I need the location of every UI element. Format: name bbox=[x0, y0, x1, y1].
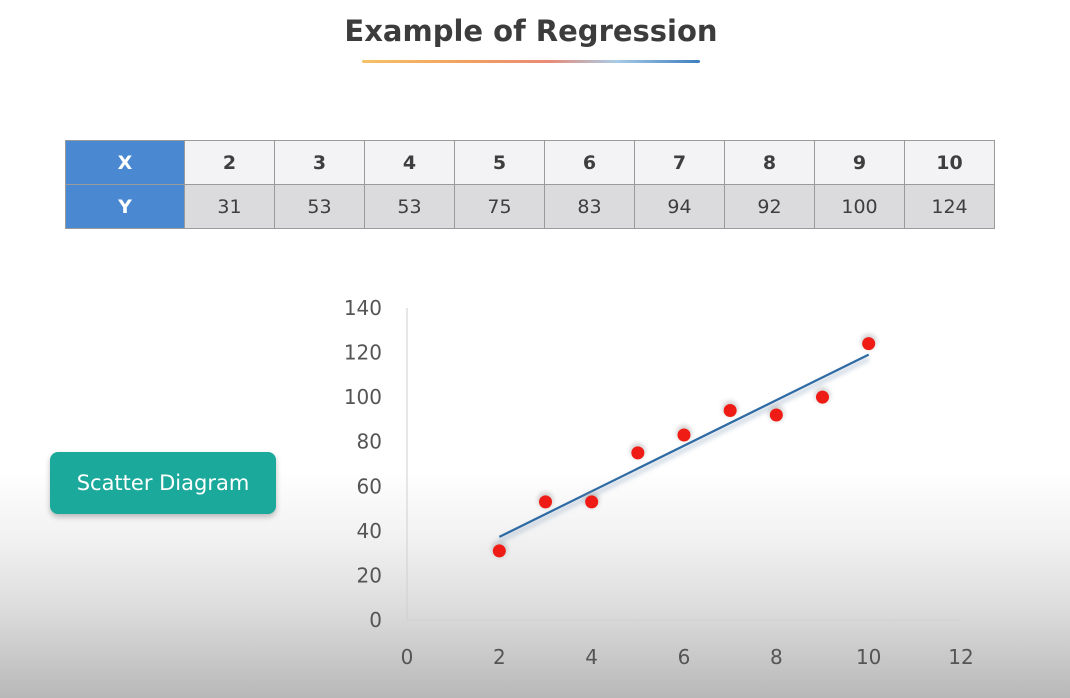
y-tick-label: 120 bbox=[344, 341, 382, 365]
scatter-diagram-button[interactable]: Scatter Diagram bbox=[50, 452, 276, 514]
x-cell: 9 bbox=[814, 140, 905, 185]
x-tick-label: 2 bbox=[493, 645, 506, 669]
y-tick-label: 0 bbox=[369, 608, 382, 632]
y-cell: 100 bbox=[814, 184, 905, 229]
y-cell: 124 bbox=[904, 184, 995, 229]
y-cell: 83 bbox=[544, 184, 635, 229]
x-tick-label: 6 bbox=[678, 645, 691, 669]
x-tick-label: 0 bbox=[401, 645, 414, 669]
y-tick-label: 100 bbox=[344, 385, 382, 409]
x-cell: 10 bbox=[904, 140, 995, 185]
data-point bbox=[677, 428, 691, 442]
row-header-x: X bbox=[65, 140, 185, 185]
data-point bbox=[723, 404, 737, 418]
data-table: X 2 3 4 5 6 7 8 9 10 Y 31 53 53 75 83 94… bbox=[65, 140, 995, 229]
y-tick-label: 20 bbox=[357, 563, 382, 587]
y-tick-label: 60 bbox=[357, 474, 382, 498]
data-point bbox=[492, 544, 506, 558]
y-tick-label: 40 bbox=[357, 519, 382, 543]
table-row-y: Y 31 53 53 75 83 94 92 100 124 bbox=[65, 184, 995, 229]
y-cell: 92 bbox=[724, 184, 815, 229]
trendline bbox=[498, 353, 870, 538]
y-cell: 53 bbox=[364, 184, 455, 229]
row-header-y: Y bbox=[65, 184, 185, 229]
x-cell: 5 bbox=[454, 140, 545, 185]
y-cell: 75 bbox=[454, 184, 545, 229]
y-cell: 94 bbox=[634, 184, 725, 229]
data-point bbox=[862, 337, 876, 351]
x-cell: 3 bbox=[274, 140, 365, 185]
x-tick-label: 10 bbox=[856, 645, 881, 669]
x-cell: 2 bbox=[184, 140, 275, 185]
data-point bbox=[631, 446, 645, 460]
page-title: Example of Regression bbox=[344, 14, 718, 48]
title-underline bbox=[362, 60, 700, 63]
x-tick-label: 4 bbox=[585, 645, 598, 669]
x-cell: 4 bbox=[364, 140, 455, 185]
data-point bbox=[816, 390, 829, 404]
y-tick-label: 140 bbox=[344, 296, 382, 320]
x-tick-label: 12 bbox=[948, 645, 973, 669]
y-cell: 31 bbox=[184, 184, 275, 229]
data-point bbox=[769, 408, 783, 422]
x-cell: 7 bbox=[634, 140, 725, 185]
data-point bbox=[539, 495, 552, 509]
data-point bbox=[585, 495, 599, 509]
y-cell: 53 bbox=[274, 184, 365, 229]
table-row-x: X 2 3 4 5 6 7 8 9 10 bbox=[65, 140, 995, 185]
y-tick-label: 80 bbox=[357, 430, 382, 454]
trendline-shadow bbox=[498, 356, 870, 544]
x-tick-label: 8 bbox=[770, 645, 783, 669]
x-cell: 6 bbox=[544, 140, 635, 185]
